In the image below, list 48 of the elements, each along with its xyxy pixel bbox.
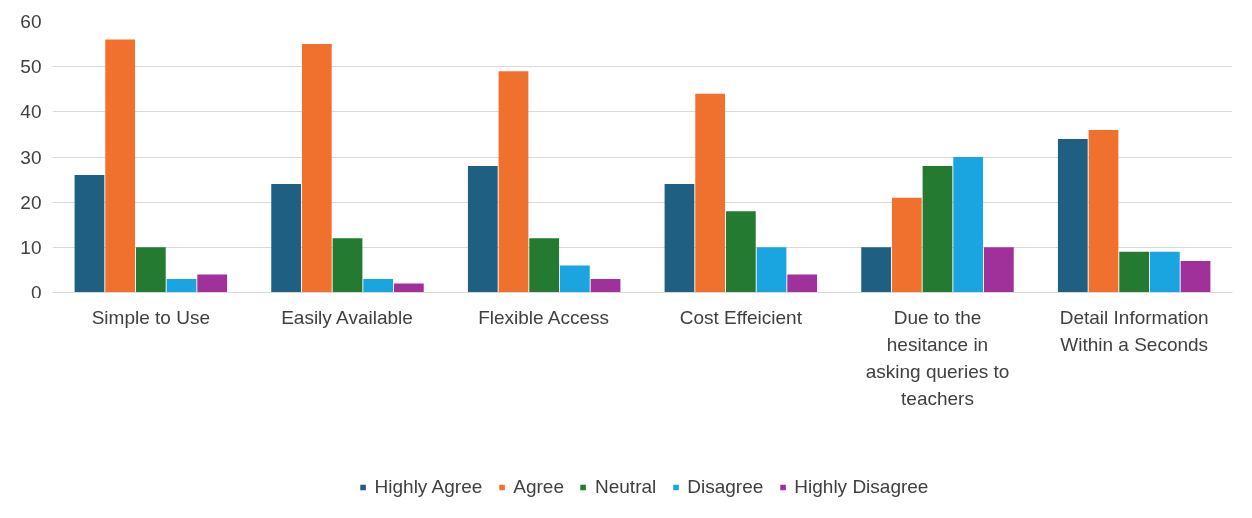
bar	[695, 93, 726, 293]
x-tick-label: Cost Effeicient	[679, 306, 803, 328]
bar	[756, 247, 787, 293]
bar	[498, 71, 529, 293]
x-tick-label: Detail Information Within a Seconds	[1059, 306, 1209, 355]
legend-label: Disagree	[687, 476, 764, 498]
x-tick-label: Due to the hesitance in asking queries to teachers	[865, 306, 1010, 410]
bar	[1180, 260, 1211, 293]
bar	[332, 238, 363, 293]
y-tick-label: 40	[20, 101, 42, 123]
bar	[953, 157, 984, 293]
bar	[725, 211, 756, 293]
y-tick-label: 0	[30, 281, 42, 303]
bar	[393, 283, 424, 293]
y-tick-label: 20	[20, 191, 42, 213]
y-tick-label: 30	[20, 146, 42, 168]
x-tick-label: Flexible Access	[478, 306, 610, 328]
bar	[1149, 251, 1180, 293]
bar	[891, 197, 922, 293]
bar	[74, 175, 105, 293]
bar	[363, 278, 394, 293]
y-tick-label: 60	[20, 11, 42, 32]
x-tick-label: Simple to Use	[91, 306, 210, 328]
bar	[1088, 129, 1119, 293]
bar	[922, 166, 953, 293]
legend-label: Neutral	[595, 476, 657, 498]
bar	[135, 247, 166, 293]
bar	[529, 238, 560, 293]
bar	[983, 247, 1014, 293]
bar	[271, 184, 302, 293]
legend-label: Agree	[513, 476, 565, 498]
bar	[1057, 138, 1088, 293]
legend-label: Highly Disagree	[794, 476, 929, 498]
bar	[787, 274, 818, 293]
bar	[197, 274, 228, 293]
y-tick-label: 50	[20, 56, 42, 78]
bar	[664, 184, 695, 293]
bar	[105, 39, 136, 293]
bar	[301, 44, 332, 293]
bar	[861, 247, 892, 293]
bar	[559, 265, 590, 293]
bar	[590, 278, 621, 293]
bar	[166, 278, 197, 293]
x-tick-label: Easily Available	[281, 306, 413, 328]
legend-label: Highly Agree	[374, 476, 483, 498]
y-tick-label: 10	[20, 236, 42, 258]
bar	[467, 166, 498, 293]
bar	[1119, 251, 1150, 293]
